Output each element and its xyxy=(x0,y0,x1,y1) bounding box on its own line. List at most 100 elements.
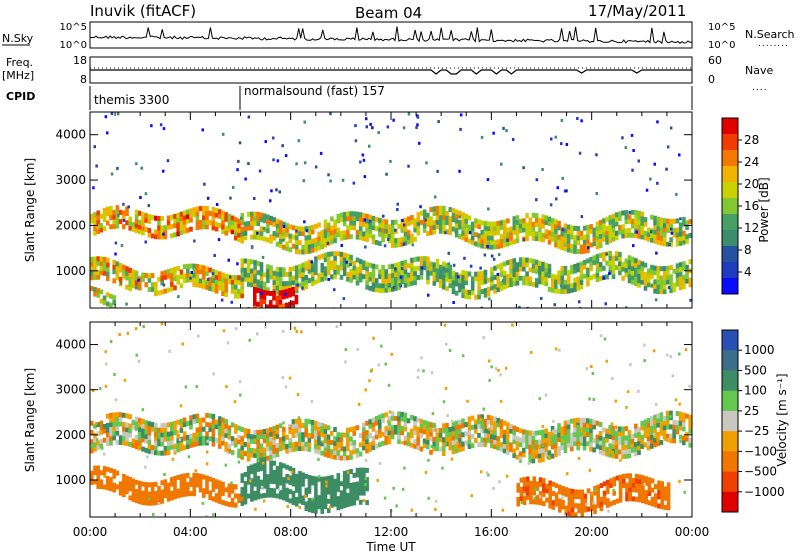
velocity-cell xyxy=(131,438,136,444)
power-cell xyxy=(435,272,440,278)
velocity-cell xyxy=(381,417,385,423)
power-cell xyxy=(176,265,180,271)
velocity-cell xyxy=(339,490,344,496)
velocity-cell xyxy=(502,420,507,426)
velocity-cell xyxy=(638,483,642,489)
velocity-cell xyxy=(660,485,664,491)
power-cell xyxy=(627,255,632,261)
velocity-scatter-cell xyxy=(505,474,509,478)
velocity-cell xyxy=(304,418,308,424)
power-cell xyxy=(256,270,261,276)
velocity-scatter-cell xyxy=(142,325,145,328)
velocity-cell xyxy=(621,454,625,460)
velocity-cell xyxy=(154,450,158,456)
velocity-scatter-cell xyxy=(157,502,161,506)
velocity-cell xyxy=(563,448,568,454)
velocity-cell xyxy=(221,431,225,437)
velocity-scatter-cell xyxy=(137,359,141,363)
velocity-cell xyxy=(590,496,594,502)
velocity-cell xyxy=(582,422,587,428)
velocity-cell xyxy=(666,496,671,502)
power-cell xyxy=(682,284,686,290)
power-cell xyxy=(230,275,235,280)
power-scatter-cell xyxy=(282,238,285,242)
velocity-cell xyxy=(653,428,657,434)
power-cell xyxy=(467,294,472,300)
velocity-cell xyxy=(170,477,174,483)
power-cell xyxy=(522,280,526,286)
velocity-cell xyxy=(589,428,593,434)
power-cell xyxy=(304,244,309,250)
power-cell xyxy=(669,265,673,271)
power-cell xyxy=(461,279,465,285)
velocity-cell xyxy=(384,430,388,436)
power-cell xyxy=(627,232,632,238)
velocity-cell xyxy=(291,490,296,496)
velocity-cell xyxy=(631,482,636,488)
velocity-cell xyxy=(637,436,641,442)
power-scatter-cell xyxy=(653,162,656,166)
velocity-cell xyxy=(410,433,414,439)
power-cell xyxy=(486,221,491,227)
power-cell xyxy=(150,286,155,292)
velocity-cell xyxy=(243,485,248,491)
velocity-cell xyxy=(595,439,600,445)
velocity-cell xyxy=(99,443,104,449)
velocity-cell xyxy=(266,488,270,493)
power-cell xyxy=(634,272,638,277)
velocity-cell xyxy=(202,492,206,498)
velocity-cell xyxy=(202,474,206,480)
velocity-cell xyxy=(90,430,94,435)
power-cell xyxy=(646,268,651,274)
velocity-cell xyxy=(163,427,168,433)
power-cell xyxy=(461,216,465,222)
power-cell xyxy=(448,220,453,226)
velocity-cell xyxy=(195,441,200,447)
power-cell xyxy=(112,219,116,225)
power-cell xyxy=(272,270,277,276)
power-cell xyxy=(179,216,184,222)
power-cell xyxy=(374,287,379,293)
velocity-cell xyxy=(166,436,171,442)
velocity-cell xyxy=(656,436,660,442)
velocity-cell xyxy=(150,491,155,497)
velocity-cell xyxy=(320,485,325,491)
velocity-cell xyxy=(560,431,564,437)
velocity-cell xyxy=(534,439,539,445)
power-cell xyxy=(166,224,171,230)
power-cell xyxy=(576,239,581,245)
power-cell xyxy=(237,223,241,229)
velocity-cell xyxy=(246,442,251,448)
velocity-cell xyxy=(301,481,305,487)
velocity-cell xyxy=(589,432,593,438)
power-cell xyxy=(416,256,421,262)
power-colorbar-swatch xyxy=(722,198,738,215)
power-cell xyxy=(454,272,459,278)
power-cell xyxy=(541,275,545,281)
velocity-cell xyxy=(336,505,341,511)
power-cell xyxy=(147,277,152,283)
velocity-colorbar-tick-label: −500 xyxy=(744,465,777,479)
power-cell xyxy=(227,223,232,228)
power-cell xyxy=(454,232,459,238)
power-cell xyxy=(144,227,148,232)
velocity-cell xyxy=(355,495,360,501)
power-cell xyxy=(451,275,456,281)
velocity-cell xyxy=(509,424,513,429)
power-cell xyxy=(259,280,264,286)
velocity-cell xyxy=(285,434,289,440)
velocity-scatter-cell xyxy=(488,359,491,363)
velocity-cell xyxy=(138,480,142,486)
power-cell xyxy=(563,270,568,276)
power-cell xyxy=(618,270,622,276)
velocity-cell xyxy=(483,437,488,443)
velocity-colorbar-title: Velocity [m s⁻¹] xyxy=(775,373,789,466)
power-cell xyxy=(554,279,558,285)
velocity-cell xyxy=(221,490,225,496)
velocity-cell xyxy=(330,488,334,494)
velocity-cell xyxy=(173,448,177,454)
power-cell xyxy=(634,223,638,229)
velocity-cell xyxy=(192,491,196,497)
power-cell xyxy=(480,279,485,285)
velocity-cell xyxy=(230,440,235,446)
